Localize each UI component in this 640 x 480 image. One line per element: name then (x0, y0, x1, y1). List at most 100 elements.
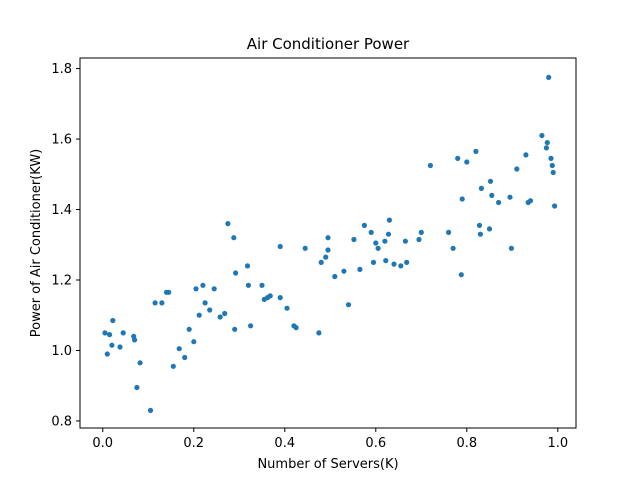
data-point (552, 203, 558, 209)
data-point (368, 229, 374, 235)
data-point (225, 221, 231, 227)
data-point (191, 339, 197, 345)
data-point (102, 330, 108, 336)
data-point (202, 300, 208, 306)
data-point (357, 266, 363, 272)
data-point (539, 132, 545, 139)
data-point (302, 245, 308, 251)
x-axis-ticks: 0.0 0.2 0.4 0.6 0.8 1.0 (92, 428, 568, 451)
data-point (391, 261, 397, 267)
data-point (120, 330, 126, 336)
data-point (293, 325, 299, 331)
data-point (277, 295, 283, 301)
data-point (549, 162, 555, 169)
data-point (284, 305, 290, 311)
data-point (159, 300, 165, 306)
data-point (464, 159, 470, 165)
data-point (486, 226, 493, 232)
data-point (546, 74, 552, 80)
data-point (196, 312, 202, 318)
data-point (147, 407, 154, 413)
y-axis-ticks: 0.8 1.0 1.2 1.4 1.6 1.8 (51, 62, 80, 429)
data-point (332, 273, 338, 280)
data-point (345, 302, 352, 308)
data-point (117, 344, 123, 350)
y-tick-label: 1.0 (51, 344, 72, 359)
data-point (382, 238, 388, 244)
data-point (508, 245, 514, 251)
data-point (109, 342, 115, 348)
data-point (455, 155, 461, 161)
data-point (427, 162, 433, 169)
data-point (231, 235, 237, 241)
data-point (200, 282, 206, 288)
y-tick-label: 1.2 (51, 274, 72, 289)
y-tick-label: 1.4 (51, 203, 72, 218)
data-point (182, 354, 188, 361)
data-point (459, 196, 465, 202)
data-point (361, 222, 367, 228)
data-point (477, 231, 483, 237)
data-point (476, 222, 483, 228)
data-point (527, 198, 534, 204)
data-point (402, 238, 408, 244)
data-point (385, 231, 392, 237)
data-point (418, 229, 424, 235)
data-points (102, 74, 558, 413)
data-point (132, 337, 138, 343)
data-point (267, 293, 273, 299)
data-point (507, 194, 513, 200)
data-point (104, 351, 110, 357)
data-point (548, 155, 554, 161)
data-point (473, 148, 479, 154)
data-point (186, 326, 192, 332)
data-point (110, 317, 116, 324)
x-tick-label: 0.4 (274, 436, 295, 451)
data-point (211, 286, 217, 292)
x-tick-label: 0.0 (92, 436, 113, 451)
x-tick-label: 0.8 (456, 436, 477, 451)
data-point (152, 300, 158, 306)
data-point (207, 307, 213, 313)
y-tick-label: 1.8 (51, 62, 72, 77)
chart-title: Air Conditioner Power (247, 35, 410, 53)
data-point (222, 310, 228, 317)
data-point (259, 282, 265, 288)
data-point (277, 243, 283, 250)
data-point (544, 140, 550, 146)
data-point (134, 384, 140, 391)
data-point (217, 314, 223, 320)
data-point (398, 263, 404, 269)
data-point (325, 247, 331, 253)
data-point (176, 346, 182, 352)
data-point (375, 245, 381, 251)
data-point (450, 245, 456, 251)
data-point (170, 363, 176, 369)
data-point (193, 286, 199, 292)
data-point (318, 259, 324, 265)
data-point (446, 229, 452, 235)
data-point (248, 323, 254, 329)
y-tick-label: 0.8 (51, 414, 72, 429)
data-point (341, 268, 347, 274)
data-point (107, 332, 113, 338)
y-axis-label: Power of Air Conditioner(KW) (29, 149, 44, 338)
data-point (370, 259, 377, 265)
x-tick-label: 0.6 (365, 436, 386, 451)
data-point (496, 199, 502, 206)
data-point (386, 217, 392, 223)
data-point (244, 263, 251, 269)
data-point (373, 240, 379, 246)
data-point (233, 270, 239, 276)
data-point (550, 169, 556, 176)
data-point (166, 289, 172, 295)
data-point (489, 192, 495, 198)
data-point (232, 326, 238, 332)
data-point (383, 258, 389, 264)
data-point (458, 272, 464, 278)
x-tick-label: 1.0 (547, 436, 568, 451)
x-axis-label: Number of Servers(K) (257, 457, 398, 472)
y-tick-label: 1.6 (51, 133, 72, 148)
data-point (416, 236, 422, 243)
